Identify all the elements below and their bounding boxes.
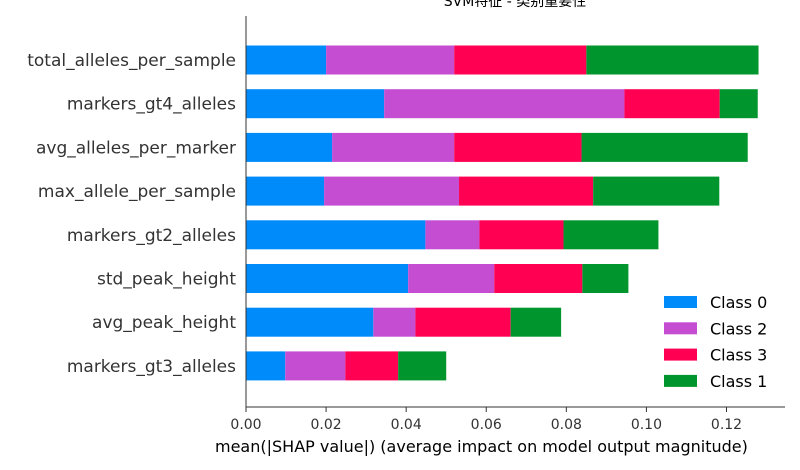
x-tick-label: 0.10 xyxy=(631,417,662,433)
bars-layer xyxy=(246,45,759,381)
x-tick-label: 0.12 xyxy=(711,417,742,433)
bar-markers_gt2_alleles-class-2 xyxy=(425,220,480,250)
bar-avg_peak_height-class-1 xyxy=(510,307,562,337)
bar-avg_alleles_per_marker-class-2 xyxy=(332,132,455,162)
bar-markers_gt4_alleles-class-1 xyxy=(719,89,758,119)
x-tick-label: 0.02 xyxy=(310,417,341,433)
legend-swatch xyxy=(664,348,697,361)
bar-avg_peak_height-class-0 xyxy=(246,307,374,337)
y-tick-label: markers_gt2_alleles xyxy=(67,226,236,246)
y-tick-label: avg_peak_height xyxy=(92,313,236,333)
y-tick-label: markers_gt3_alleles xyxy=(67,357,236,377)
legend-label: Class 2 xyxy=(710,319,767,338)
legend-label: Class 0 xyxy=(710,293,767,312)
bar-max_allele_per_sample-class-1 xyxy=(593,176,720,206)
x-tick-label: 0.04 xyxy=(391,417,422,433)
bar-markers_gt3_alleles-class-1 xyxy=(398,351,447,381)
bar-avg_peak_height-class-3 xyxy=(415,307,511,337)
legend-label: Class 3 xyxy=(710,346,767,365)
bar-markers_gt4_alleles-class-3 xyxy=(624,89,720,119)
y-tick-label: markers_gt4_alleles xyxy=(67,95,236,115)
x-ticks: 0.00 0.02 0.04 0.06 0.08 0.10 0.12 xyxy=(230,407,742,433)
x-tick-label: 0.06 xyxy=(471,417,502,433)
y-labels: total_alleles_per_sample markers_gt4_alle… xyxy=(27,51,236,377)
bar-max_allele_per_sample-class-0 xyxy=(246,176,325,206)
bar-avg_alleles_per_marker-class-0 xyxy=(246,132,333,162)
bar-max_allele_per_sample-class-3 xyxy=(459,176,594,206)
legend: Class 0 Class 2 Class 3 Class 1 xyxy=(664,293,767,391)
bar-std_peak_height-class-0 xyxy=(246,264,409,293)
y-tick-label: std_peak_height xyxy=(97,270,236,290)
bar-markers_gt3_alleles-class-0 xyxy=(246,351,286,381)
bar-total_alleles_per_sample-class-0 xyxy=(246,45,327,75)
bar-avg_alleles_per_marker-class-1 xyxy=(581,132,748,162)
legend-swatch xyxy=(664,374,697,387)
bar-total_alleles_per_sample-class-1 xyxy=(586,45,759,75)
bar-avg_peak_height-class-2 xyxy=(373,307,416,337)
bar-markers_gt3_alleles-class-2 xyxy=(285,351,346,381)
bar-markers_gt2_alleles-class-1 xyxy=(563,220,659,250)
bar-markers_gt4_alleles-class-2 xyxy=(384,89,625,119)
bar-std_peak_height-class-1 xyxy=(582,264,629,293)
legend-label: Class 1 xyxy=(710,372,767,391)
bar-std_peak_height-class-3 xyxy=(494,264,583,293)
bar-total_alleles_per_sample-class-2 xyxy=(326,45,455,75)
bar-markers_gt4_alleles-class-0 xyxy=(246,89,385,119)
legend-swatch xyxy=(664,322,697,335)
x-tick-label: 0.00 xyxy=(230,417,261,433)
bar-std_peak_height-class-2 xyxy=(408,264,495,293)
bar-max_allele_per_sample-class-2 xyxy=(324,176,460,206)
chart-title: SVM特征 - 类别重要性 xyxy=(444,0,587,10)
bar-avg_alleles_per_marker-class-3 xyxy=(454,132,582,162)
x-tick-label: 0.08 xyxy=(551,417,582,433)
x-axis-label: mean(|SHAP value|) (average impact on mo… xyxy=(215,437,748,456)
bar-total_alleles_per_sample-class-3 xyxy=(454,45,587,75)
legend-swatch xyxy=(664,296,697,308)
y-tick-label: max_allele_per_sample xyxy=(38,182,236,202)
bar-markers_gt2_alleles-class-0 xyxy=(246,220,426,250)
y-tick-label: avg_alleles_per_marker xyxy=(36,138,236,158)
y-tick-label: total_alleles_per_sample xyxy=(27,51,236,71)
bar-markers_gt2_alleles-class-3 xyxy=(479,220,564,250)
bar-markers_gt3_alleles-class-3 xyxy=(345,351,399,381)
